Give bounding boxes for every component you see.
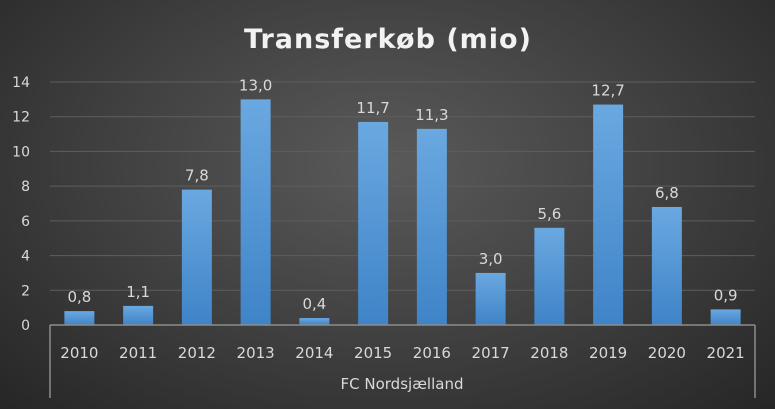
bar-2011 (123, 305, 154, 325)
bar-2018 (534, 227, 565, 325)
x-tick-label: 2015 (354, 344, 392, 362)
bar-2012 (181, 189, 212, 325)
bar-2020 (651, 206, 682, 325)
bar-2014 (299, 318, 330, 325)
bar-2015 (358, 121, 389, 326)
bar-2017 (475, 272, 506, 325)
data-label: 3,0 (479, 250, 503, 268)
data-label: 13,0 (239, 76, 272, 94)
x-tick-label: 2011 (119, 344, 157, 362)
x-tick-label: 2019 (589, 344, 627, 362)
data-label: 0,9 (714, 286, 738, 304)
y-tick-label: 8 (21, 179, 30, 195)
x-tick-label: 2012 (178, 344, 216, 362)
data-label: 5,6 (537, 205, 561, 223)
x-tick-label: 2016 (413, 344, 451, 362)
data-label: 11,7 (356, 99, 389, 117)
bar-2021 (710, 309, 741, 325)
chart-title: Transferkøb (mio) (244, 24, 532, 55)
data-label: 0,4 (302, 295, 326, 313)
y-tick-label: 10 (12, 144, 30, 160)
y-tick-label: 2 (21, 283, 30, 299)
y-tick-label: 6 (21, 214, 30, 230)
x-tick-label: 2021 (707, 344, 745, 362)
bar-2019 (593, 104, 624, 325)
x-tick-label: 2017 (472, 344, 510, 362)
data-label: 12,7 (591, 82, 624, 100)
data-label: 6,8 (655, 184, 679, 202)
y-tick-label: 14 (12, 75, 30, 91)
x-tick-label: 2018 (530, 344, 568, 362)
y-tick-label: 4 (21, 249, 30, 265)
data-label: 1,1 (126, 283, 150, 301)
y-tick-label: 0 (21, 318, 30, 334)
bar-2013 (240, 99, 271, 325)
bar-2016 (416, 128, 447, 325)
y-tick-label: 12 (12, 110, 30, 126)
data-label: 7,8 (185, 167, 209, 185)
x-tick-label: 2010 (60, 344, 98, 362)
x-tick-label: 2020 (648, 344, 686, 362)
group-label: FC Nordsjælland (341, 375, 464, 393)
data-label: 11,3 (415, 106, 448, 124)
bar-2010 (64, 311, 95, 325)
data-label: 0,8 (67, 288, 91, 306)
x-tick-label: 2013 (237, 344, 275, 362)
x-tick-label: 2014 (295, 344, 333, 362)
